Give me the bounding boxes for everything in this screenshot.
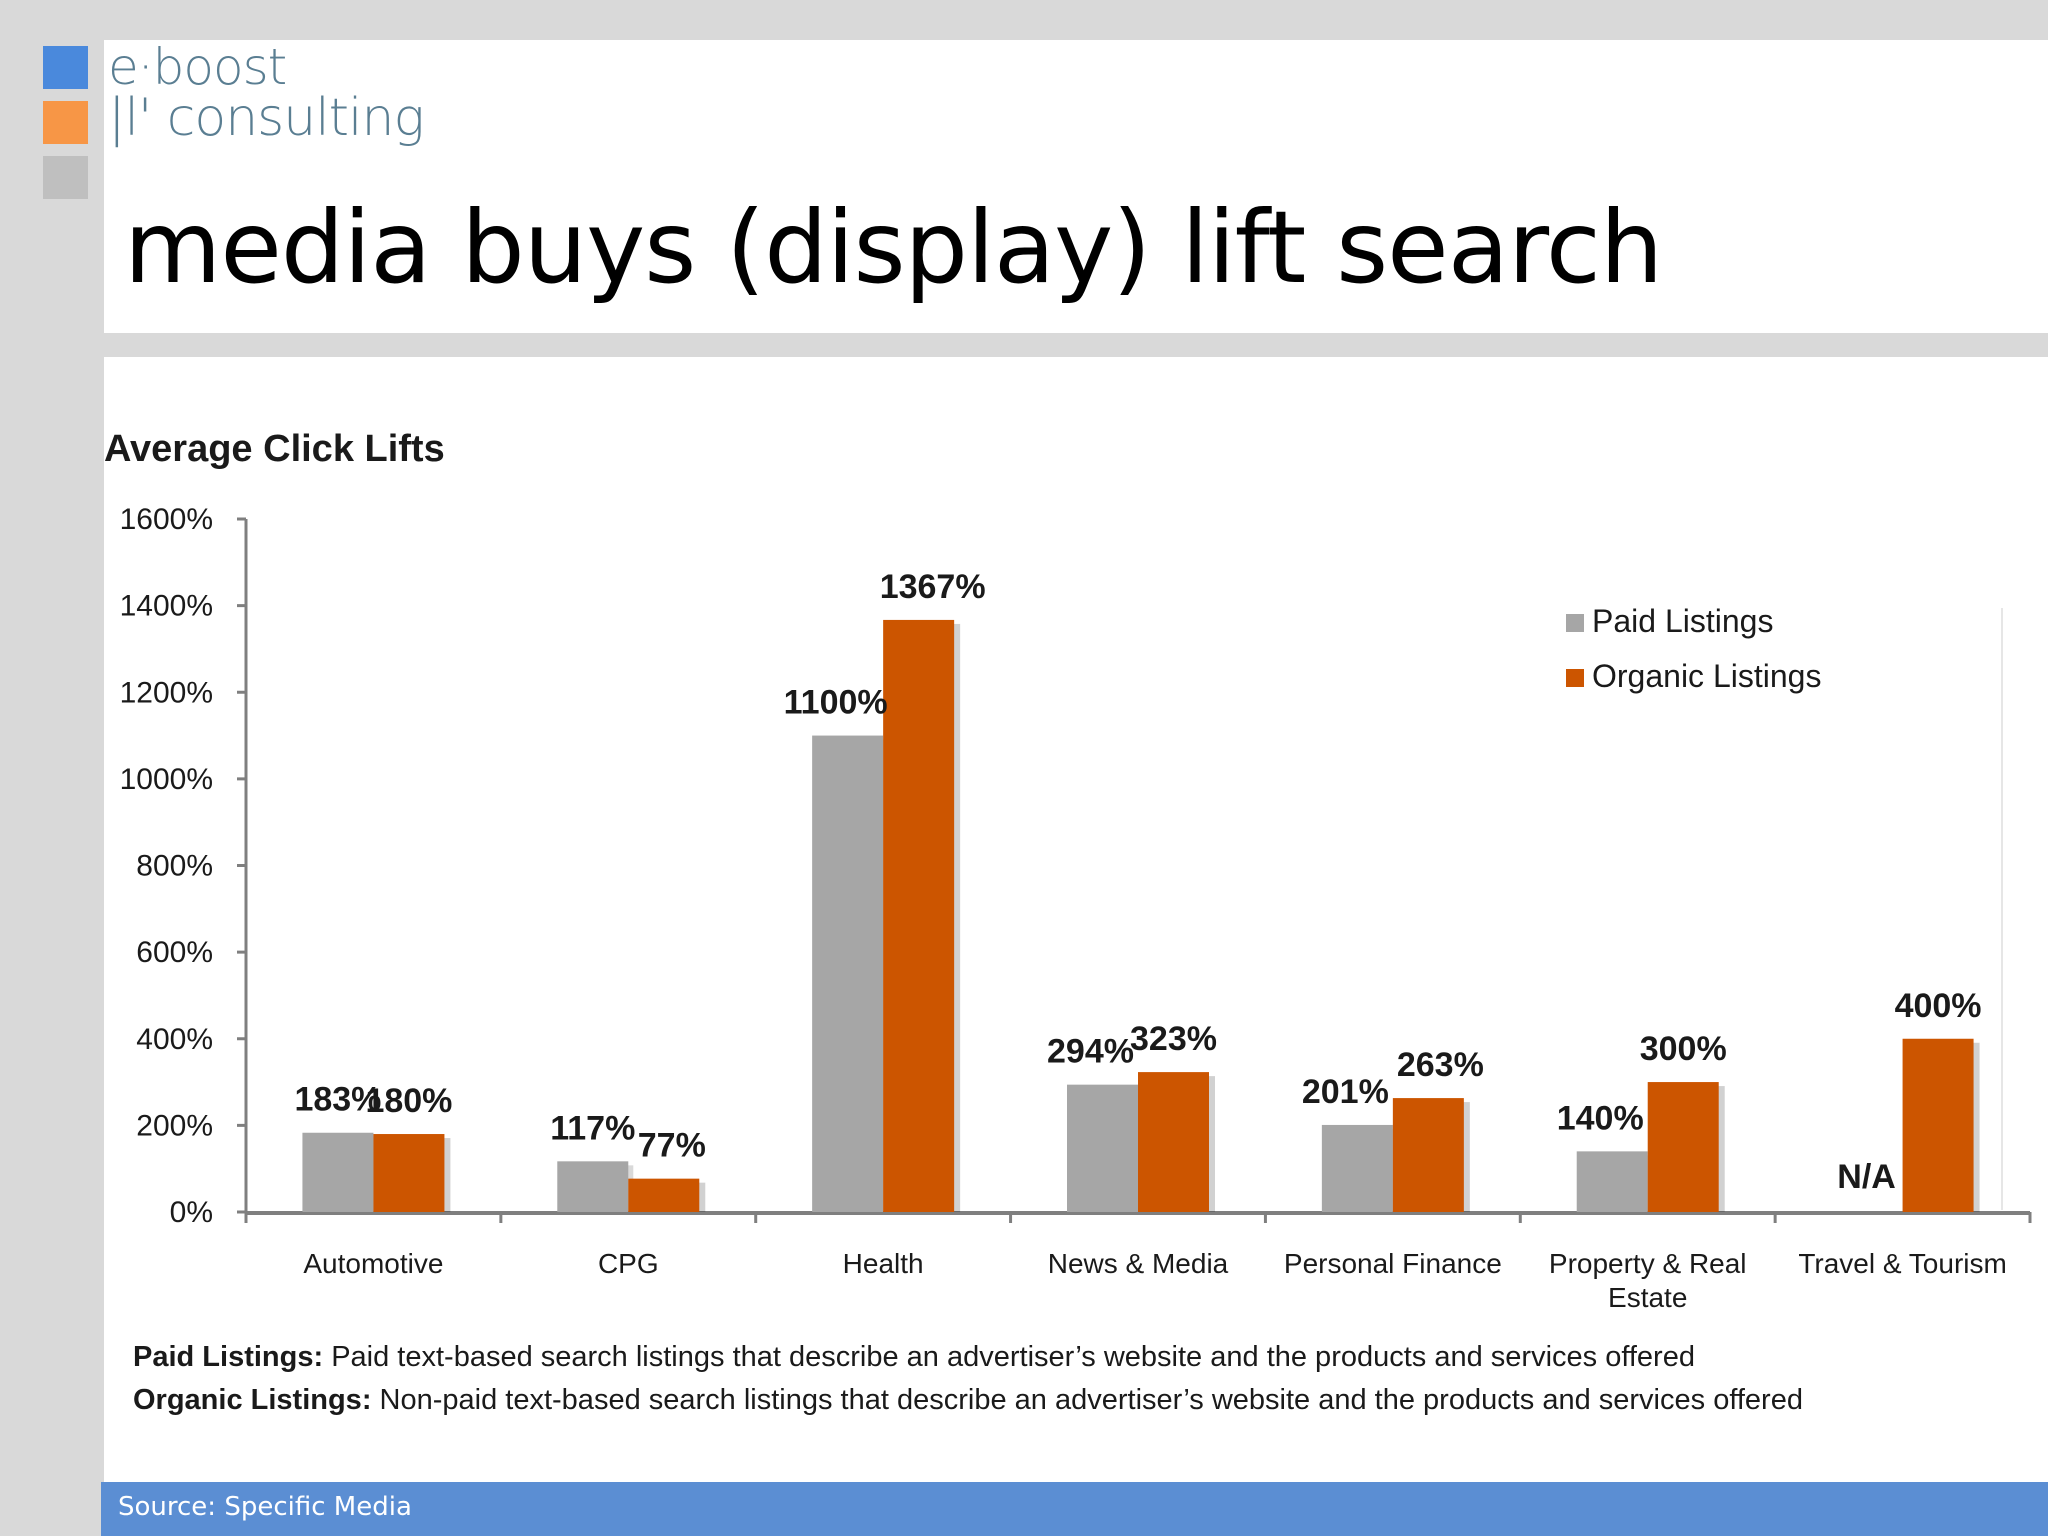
x-category-label: Automotive <box>303 1248 443 1279</box>
y-tick-label: 0% <box>170 1196 213 1229</box>
definition-organic: Organic Listings: Non-paid text-based se… <box>133 1379 2033 1422</box>
bar-organic-listings <box>1647 1082 1719 1212</box>
legend-swatch <box>1566 614 1584 632</box>
bar-organic-listings <box>1392 1098 1464 1212</box>
bar-paid-listings <box>557 1161 629 1212</box>
y-tick-label: 800% <box>136 850 213 883</box>
slide-panel <box>104 40 2048 1536</box>
y-tick-label: 600% <box>136 936 213 969</box>
bar-paid-listings <box>1576 1151 1648 1212</box>
legend: Paid Listings Organic Listings <box>1566 603 2003 1210</box>
source-bar <box>101 1482 2048 1536</box>
data-label-paid: N/A <box>1837 1158 1896 1196</box>
y-axis: 0% 200% 400% 600% 800% 1000% 1200% 1400% 1600% <box>120 503 248 1229</box>
bar-organic-listings <box>373 1134 445 1212</box>
logo-square-blue <box>43 46 88 89</box>
y-tick-label: 1400% <box>120 590 213 623</box>
legend-label: Paid Listings <box>1592 603 1773 639</box>
legend-swatch <box>1566 669 1584 687</box>
legend-label: Organic Listings <box>1592 658 1821 694</box>
y-tick-label: 200% <box>136 1109 213 1142</box>
data-label-organic: 77% <box>638 1127 706 1165</box>
y-tick-label: 1200% <box>120 676 213 709</box>
data-label-organic: 1367% <box>880 568 986 606</box>
source-text: Source: Specific Media <box>118 1492 412 1522</box>
x-category-label: Health <box>843 1248 924 1279</box>
x-category-label: Property & Real <box>1549 1248 1747 1279</box>
chart-title: Average Click Lifts <box>104 428 445 470</box>
bar-organic-listings <box>1902 1038 1974 1212</box>
bar-organic-listings <box>628 1178 700 1212</box>
data-label-paid: 1100% <box>784 684 888 722</box>
bar-organic-listings <box>1138 1072 1209 1212</box>
bars <box>302 619 1980 1212</box>
data-label-paid: 183% <box>294 1081 381 1119</box>
definition-paid: Paid Listings: Paid text-based search li… <box>133 1336 2033 1379</box>
y-tick-label: 1600% <box>120 503 213 536</box>
data-label-paid: 140% <box>1557 1099 1644 1137</box>
data-label-paid: 294% <box>1047 1033 1134 1071</box>
data-label-organic: 300% <box>1640 1030 1727 1068</box>
y-tick-label: 400% <box>136 1023 213 1056</box>
bar-paid-listings <box>812 735 884 1212</box>
bar-paid-listings <box>1067 1084 1138 1212</box>
x-category-label: Personal Finance <box>1284 1248 1502 1279</box>
slide-title: media buys (display) lift search <box>124 189 1663 306</box>
data-label-organic: 180% <box>365 1082 452 1120</box>
logo-square-gray <box>43 156 88 199</box>
data-labels: 183%180% 117% 77% 1100% 1367% 294%323% 201%263… <box>294 568 1981 1196</box>
data-label-paid: 117% <box>550 1109 635 1147</box>
data-label-paid: 201% <box>1302 1073 1389 1111</box>
x-category-label: News & Media <box>1048 1248 1229 1279</box>
logo-wordmark-line2: |l' consulting <box>108 88 425 148</box>
x-category-label: Estate <box>1608 1282 1687 1313</box>
data-label-organic: 400% <box>1895 987 1982 1025</box>
x-category-label: Travel & Tourism <box>1798 1248 2007 1279</box>
bar-paid-listings <box>1321 1124 1393 1212</box>
logo-wordmark-line1: e·boost <box>108 38 287 96</box>
definition-paid-term: Paid Listings: <box>133 1341 324 1373</box>
bar-chart: Average Click Lifts 0% 200% 400% 600% 800% 10… <box>104 428 2032 1313</box>
definitions: Paid Listings: Paid text-based search li… <box>133 1336 2033 1422</box>
definition-organic-text: Non-paid text-based search listings that… <box>371 1384 1803 1416</box>
logo-square-orange <box>43 101 88 144</box>
definition-paid-text: Paid text-based search listings that des… <box>323 1341 1695 1373</box>
data-label-organic: 323% <box>1130 1020 1217 1058</box>
bar-paid-listings <box>302 1132 374 1212</box>
y-tick-label: 1000% <box>120 763 213 796</box>
header-divider <box>104 333 2048 357</box>
x-category-label: CPG <box>598 1248 659 1279</box>
definition-organic-term: Organic Listings: <box>133 1384 372 1416</box>
x-axis: Automotive CPG Health News & Media Personal … <box>244 1211 2032 1313</box>
data-label-organic: 263% <box>1397 1046 1484 1084</box>
bar-organic-listings <box>883 619 955 1212</box>
